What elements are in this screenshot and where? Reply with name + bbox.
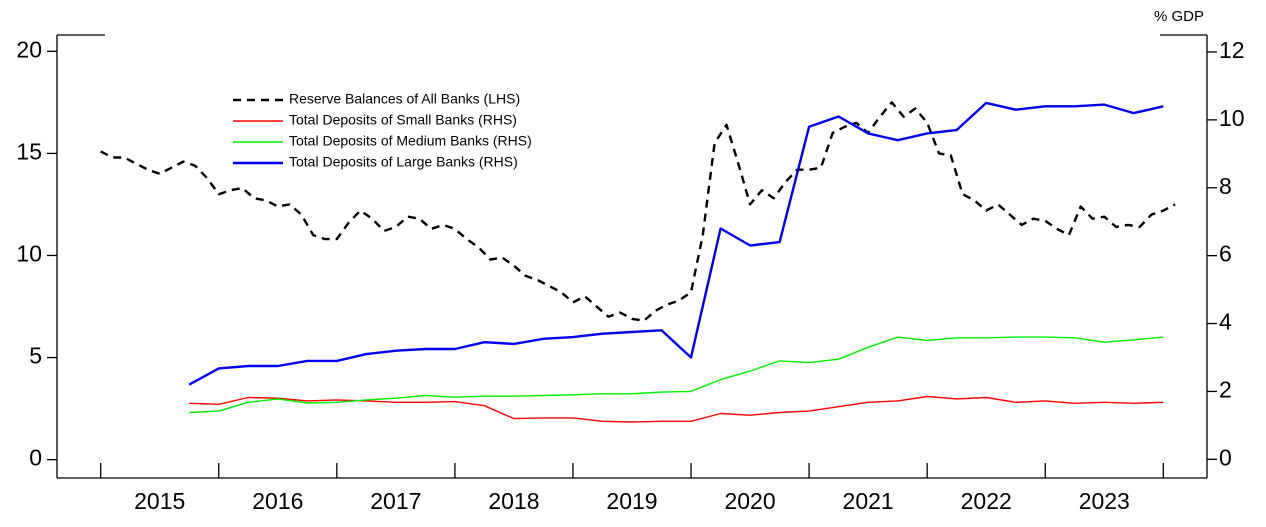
series-line (188, 101, 1164, 386)
y-tick-label: 5 (29, 343, 42, 369)
x-tick-label: 2023 (1079, 488, 1130, 514)
y2-tick-label: 6 (1219, 241, 1232, 267)
x-tick-label: 2016 (252, 488, 303, 514)
legend-label: Total Deposits of Medium Banks (RHS) (289, 133, 532, 149)
series-line (189, 395, 1164, 423)
y2-tick-label: 12 (1219, 37, 1245, 63)
series-line (189, 336, 1164, 414)
y2-tick-label: 2 (1219, 377, 1232, 403)
x-tick-label: 2018 (488, 488, 539, 514)
y2-axis-label: % GDP (1154, 8, 1204, 25)
x-tick-label: 2019 (606, 488, 657, 514)
x-tick-label: 2021 (843, 488, 894, 514)
x-tick-label: 2017 (370, 488, 421, 514)
y2-tick-label: 8 (1219, 173, 1232, 199)
y-tick-label: 15 (16, 138, 42, 164)
x-tick-label: 2020 (724, 488, 775, 514)
frame (56, 34, 1208, 479)
series-line (100, 101, 1176, 322)
y2-tick-label: 4 (1219, 309, 1232, 335)
y-tick-label: 10 (16, 241, 42, 267)
legend-label: Total Deposits of Large Banks (RHS) (289, 154, 518, 170)
y2-tick-label: 10 (1219, 105, 1245, 131)
legend-label: Reserve Balances of All Banks (LHS) (289, 91, 520, 107)
legend-label: Total Deposits of Small Banks (RHS) (289, 112, 517, 128)
x-tick-label: 2015 (134, 488, 185, 514)
y-tick-label: 20 (16, 36, 42, 62)
x-tick-label: 2022 (961, 488, 1012, 514)
y2-tick-label: 0 (1219, 444, 1232, 470)
y-tick-label: 0 (29, 445, 42, 471)
